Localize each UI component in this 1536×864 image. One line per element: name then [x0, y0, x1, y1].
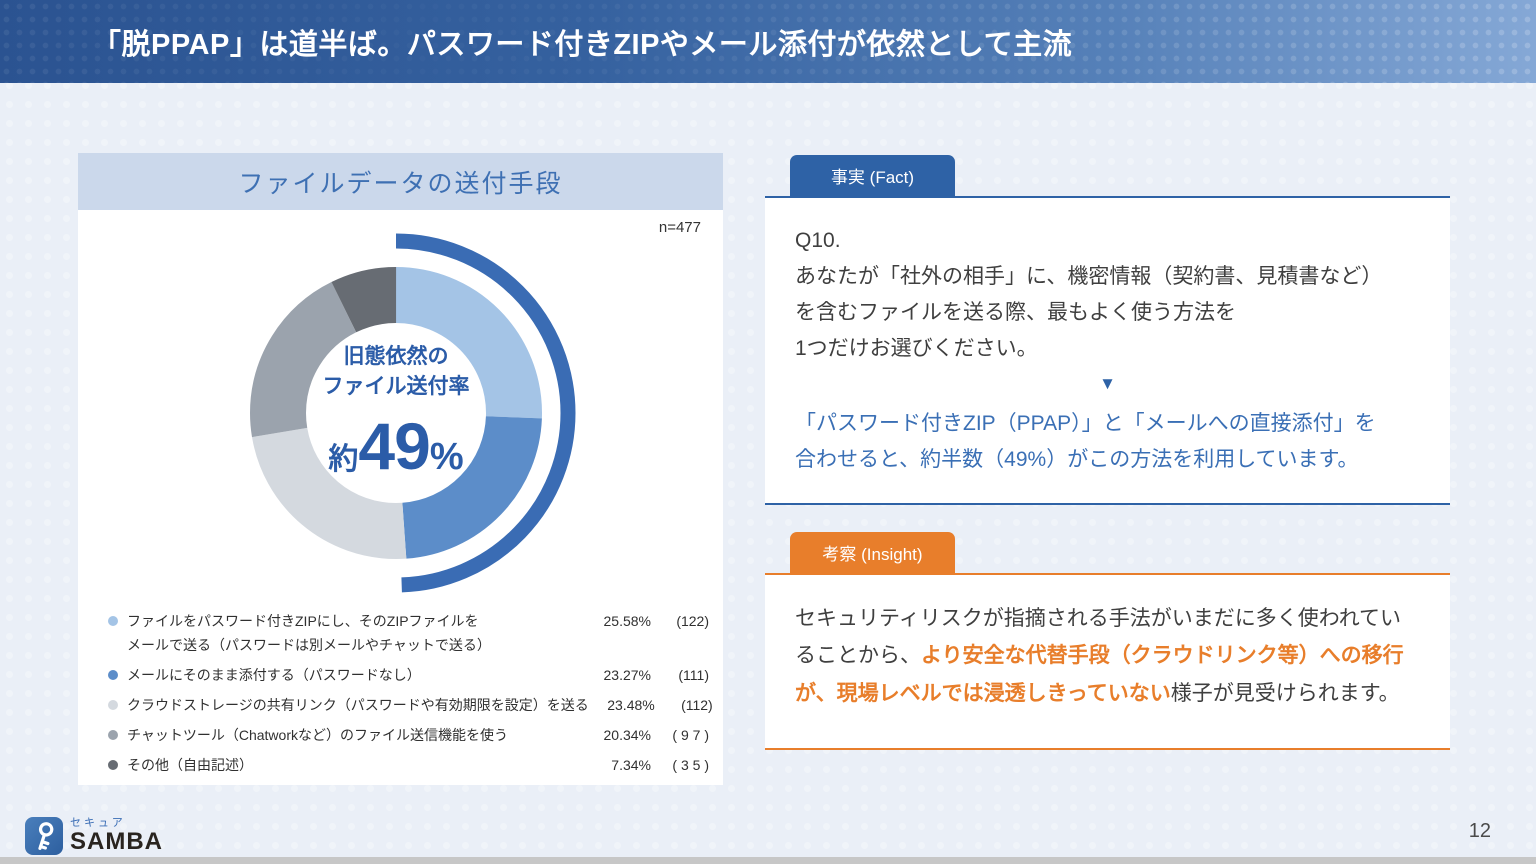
legend-row-1: メールにそのまま添付する（パスワードなし） 23.27% (111) — [108, 663, 709, 687]
sample-size-label: n=477 — [658, 219, 701, 236]
legend-label: メールにそのまま添付する（パスワードなし） — [127, 667, 421, 683]
donut-segment-3 — [250, 267, 542, 559]
insight-tab: 考察 (Insight) — [790, 532, 955, 573]
company-logo: セキュア SAMBA — [25, 817, 163, 855]
fact-question: Q10. あなたが「社外の相手」に、機密情報（契約書、見積書など） を含むファイ… — [795, 229, 1383, 361]
donut-segment-2 — [250, 267, 542, 559]
legend-percent: 7.34% — [611, 757, 651, 773]
logo-tagline: セキュア — [70, 817, 126, 829]
chart-panel: ファイルデータの送付手段 n=477 旧態依然の ファイル送付率 約49% ファ… — [78, 153, 723, 785]
insight-tab-label: 考察 (Insight) — [822, 545, 923, 564]
legend-percent: 25.58% — [603, 613, 651, 629]
legend-label: その他（自由記述） — [127, 757, 253, 773]
legend-count: (122) — [676, 613, 709, 629]
legend-dot-icon — [108, 616, 118, 626]
insight-text-before: セキュリティリスクが指摘される手法がいまだに多く使われていることから、 — [795, 607, 1402, 668]
donut-highlight-arc — [216, 233, 576, 593]
legend-count: (111) — [678, 667, 709, 683]
legend-count: ( 9 7 ) — [672, 727, 709, 743]
down-arrow-icon: ▼ — [1099, 374, 1116, 394]
fact-conclusion: 「パスワード付きZIP（PPAP）」と「メールへの直接添付」を 合わせると、約半… — [795, 412, 1376, 472]
legend-percent: 23.48% — [607, 697, 655, 713]
legend-dot-icon — [108, 700, 118, 710]
slide-title: 「脱PPAP」は道半ば。パスワード付きZIPやメール添付が依然として主流 — [92, 28, 1073, 61]
chart-title: ファイルデータの送付手段 — [78, 153, 723, 210]
insight-text: セキュリティリスクが指摘される手法がいまだに多く使われていることから、より安全な… — [795, 600, 1420, 712]
chart-legend: ファイルをパスワード付きZIPにし、そのZIPファイルを メールで送る（パスワー… — [108, 609, 713, 783]
legend-row-3: チャットツール（Chatworkなど）のファイル送信機能を使う 20.34% ( 9… — [108, 723, 709, 747]
legend-dot-icon — [108, 670, 118, 680]
bottom-bar — [0, 857, 1536, 864]
key-icon — [25, 817, 63, 855]
legend-dot-icon — [108, 760, 118, 770]
legend-count: (112) — [681, 697, 713, 713]
donut-segment-4 — [250, 267, 542, 559]
donut-chart-svg — [216, 233, 576, 593]
legend-row-2: クラウドストレージの共有リンク（パスワードや有効期限を設定）を送る 23.48% (… — [108, 693, 713, 717]
legend-count: ( 3 5 ) — [672, 757, 709, 773]
logo-name: SAMBA — [70, 828, 163, 855]
fact-tab: 事実 (Fact) — [790, 155, 955, 196]
donut-chart — [196, 213, 596, 613]
legend-percent: 23.27% — [603, 667, 651, 683]
legend-label: ファイルをパスワード付きZIPにし、そのZIPファイルを メールで送る（パスワー… — [127, 613, 491, 653]
legend-percent: 20.34% — [603, 727, 651, 743]
insight-text-highlight: より安全な代替手段（クラウドリンク等）への移行が、現場レベルでは浸透しきっていな… — [795, 644, 1404, 705]
legend-dot-icon — [108, 730, 118, 740]
fact-card: Q10. あなたが「社外の相手」に、機密情報（契約書、見積書など） を含むファイ… — [765, 196, 1450, 505]
header-banner: 「脱PPAP」は道半ば。パスワード付きZIPやメール添付が依然として主流 — [0, 0, 1536, 83]
page-number: 12 — [1468, 820, 1491, 842]
legend-label: チャットツール（Chatworkなど）のファイル送信機能を使う — [127, 727, 508, 743]
legend-row-0: ファイルをパスワード付きZIPにし、そのZIPファイルを メールで送る（パスワー… — [108, 609, 709, 657]
fact-tab-label: 事実 (Fact) — [830, 168, 915, 187]
legend-row-4: その他（自由記述） 7.34% ( 3 5 ) — [108, 753, 709, 777]
insight-card: セキュリティリスクが指摘される手法がいまだに多く使われていることから、より安全な… — [765, 573, 1450, 750]
legend-label: クラウドストレージの共有リンク（パスワードや有効期限を設定）を送る — [127, 697, 589, 713]
insight-text-after: 様子が見受けられます。 — [1170, 681, 1400, 705]
